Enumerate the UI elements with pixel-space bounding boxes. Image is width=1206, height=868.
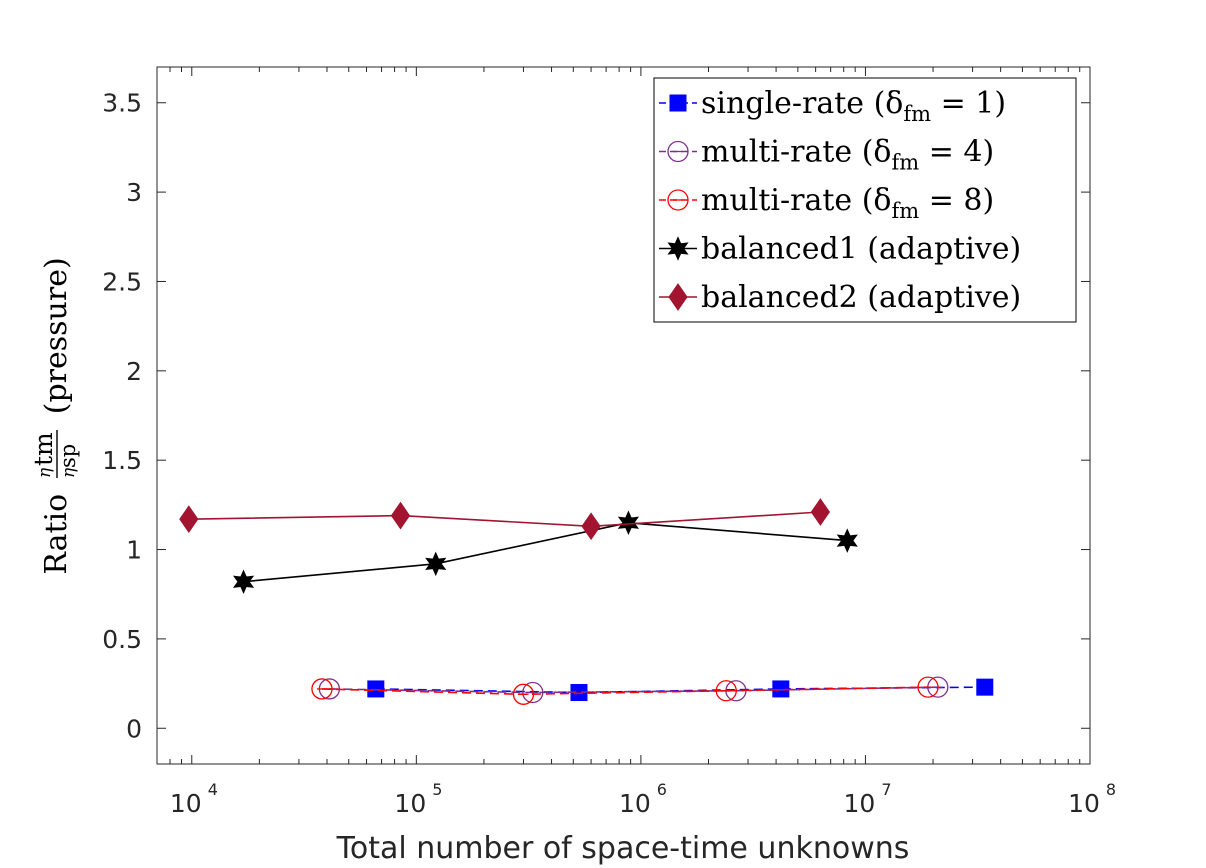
- y-tick-label: 2.5: [102, 267, 142, 296]
- data-point: [425, 551, 447, 577]
- series-layer: [179, 498, 994, 705]
- legend-marker: [667, 189, 689, 211]
- series-line: [321, 686, 929, 696]
- data-point-ring: [917, 676, 939, 698]
- svg-text:sp: sp: [56, 444, 80, 468]
- x-tick-label-exponent: 8: [1106, 780, 1116, 799]
- data-point: [836, 528, 858, 553]
- y-tick-label: 0.5: [102, 625, 142, 654]
- series-line: [243, 521, 848, 583]
- x-tick-label-exponent: 4: [208, 780, 218, 799]
- data-point: [367, 680, 385, 698]
- y-tick-label: 1: [126, 536, 142, 565]
- x-tick-label: 10: [170, 789, 202, 818]
- y-axis-title: Ratio (pressure) η tm η sp: [29, 257, 80, 574]
- data-point: [179, 505, 199, 534]
- y-axis-title-suffix: (pressure): [39, 257, 74, 414]
- y-axis-denominator-sub: sp: [56, 444, 80, 468]
- y-axis-denominator: η: [59, 467, 79, 478]
- series-balanced2: [179, 498, 830, 541]
- data-point: [917, 676, 939, 698]
- data-point: [617, 510, 640, 535]
- axis-ticks: [156, 67, 1091, 764]
- legend-entry: multi-rate (δfm = 4): [659, 135, 994, 175]
- legend-label: single-rate (δfm = 1): [701, 86, 1006, 126]
- legend-entry: balanced2 (adaptive): [659, 280, 1021, 315]
- legend-marker: [667, 140, 689, 163]
- x-tick-label: 10: [844, 789, 876, 818]
- y-axis-numerator-sub: tm: [29, 432, 58, 466]
- svg-text:Ratio (pressure): Ratio (pressure): [39, 257, 74, 574]
- data-point: [390, 501, 411, 530]
- legend-box: [653, 77, 1077, 323]
- legend-label: multi-rate (δfm = 4): [701, 135, 994, 175]
- data-point: [715, 680, 737, 702]
- x-tick-label: 10: [1068, 789, 1100, 818]
- y-axis-title-prefix: Ratio: [39, 494, 74, 575]
- x-tick-label: 10: [619, 789, 651, 818]
- data-point: [810, 498, 830, 526]
- legend-marker: [668, 283, 688, 311]
- legend-label: balanced1 (adaptive): [701, 232, 1021, 267]
- y-tick-labels: 0 0.5 1 1.5 2 2.5 3 3.5: [102, 89, 142, 744]
- data-point-ring: [715, 680, 737, 702]
- legend-label: balanced2 (adaptive): [701, 280, 1021, 315]
- data-point: [512, 683, 535, 705]
- legend-label: multi-rate (δfm = 8): [701, 183, 994, 223]
- x-tick-labels: 10 4 10 5 10 6 10 7 10 8: [170, 780, 1116, 818]
- series-line: [188, 511, 821, 528]
- x-tick-label-exponent: 6: [657, 780, 667, 799]
- data-point: [581, 512, 601, 541]
- legend: single-rate (δfm = 1) multi-rate (δfm = 4…: [653, 77, 1077, 323]
- series-multi-rate-delta-8: [311, 676, 939, 705]
- data-point-ring: [512, 683, 535, 705]
- y-tick-label: 3: [126, 178, 142, 207]
- data-point: [976, 678, 994, 696]
- y-tick-label: 2: [126, 357, 142, 386]
- svg-text:η: η: [59, 467, 79, 478]
- legend-marker-ring: [667, 189, 689, 211]
- data-point: [311, 678, 333, 700]
- legend-entry: balanced1 (adaptive): [659, 232, 1021, 267]
- series-line: [329, 686, 938, 694]
- y-tick-label: 1.5: [102, 446, 142, 475]
- y-axis-numerator: η: [35, 467, 55, 478]
- x-tick-label-exponent: 5: [432, 780, 442, 799]
- legend-entry: multi-rate (δfm = 8): [659, 183, 994, 223]
- data-point-ring: [522, 681, 544, 704]
- x-tick-label-exponent: 7: [881, 780, 891, 799]
- legend-entry: single-rate (δfm = 1): [659, 86, 1006, 126]
- y-tick-label: 0: [126, 714, 142, 743]
- series-balanced1: [232, 510, 858, 594]
- svg-text:tm: tm: [29, 432, 58, 466]
- legend-marker: [669, 94, 687, 112]
- y-tick-label: 3.5: [102, 89, 142, 118]
- data-point-ring: [311, 678, 333, 700]
- legend-marker: [667, 236, 689, 261]
- x-tick-label: 10: [394, 789, 426, 818]
- svg-text:η: η: [35, 467, 55, 478]
- legend-marker-ring: [667, 140, 689, 163]
- x-axis-title: Total number of space-time unknowns: [336, 831, 910, 866]
- data-point: [232, 569, 255, 594]
